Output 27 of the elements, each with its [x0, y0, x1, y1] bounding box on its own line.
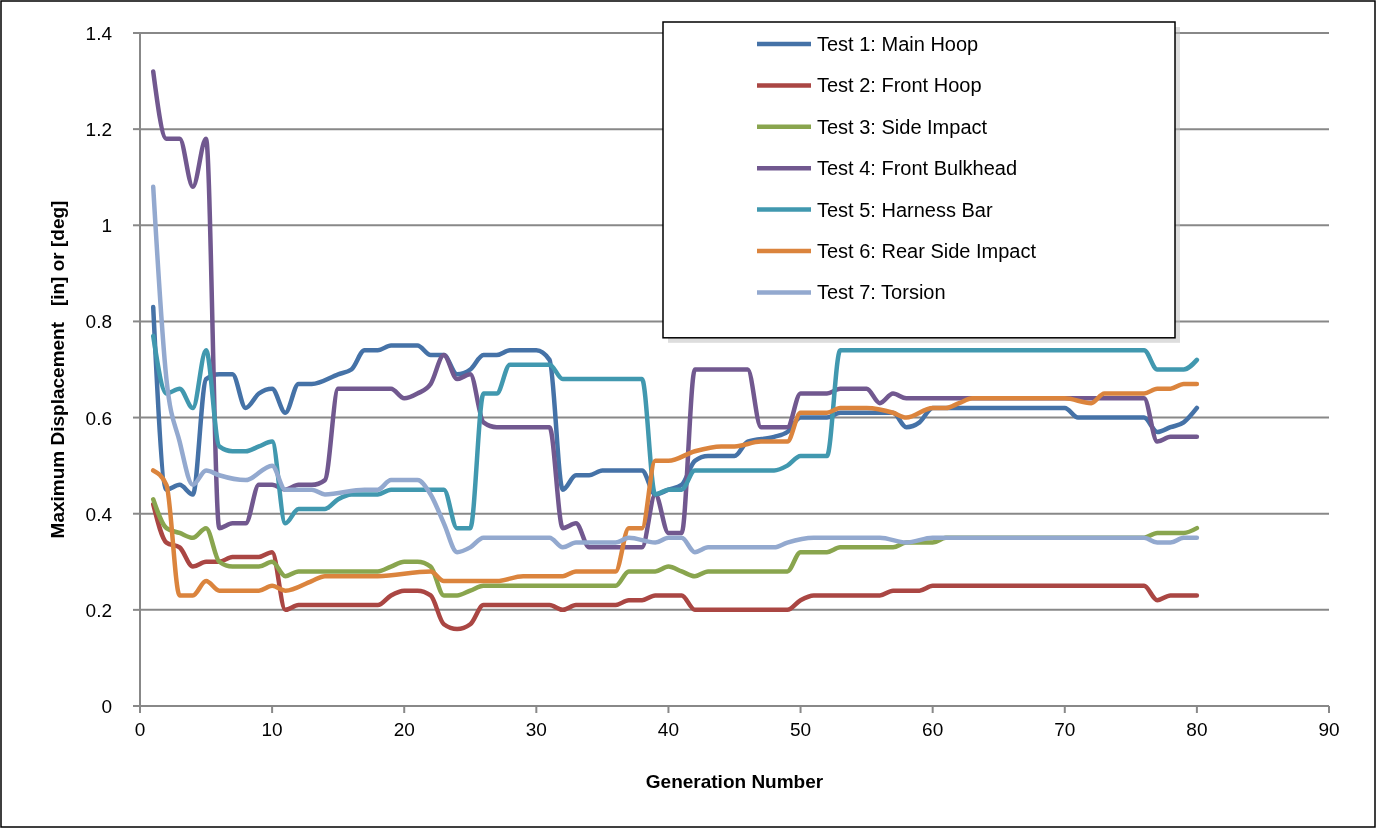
y-tick-label: 1.2: [85, 119, 112, 141]
x-tick-label: 30: [525, 719, 547, 740]
x-tick-label: 70: [1054, 719, 1076, 740]
y-axis-title: Maximum Displacement [in] or [deg]: [47, 200, 68, 539]
x-tick-label: 0: [134, 719, 146, 740]
x-tick-label: 20: [393, 719, 415, 740]
x-tick-label: 10: [261, 719, 283, 740]
y-tick-label: 1.4: [85, 23, 113, 44]
x-tick-label: 90: [1318, 719, 1340, 740]
x-tick-label: 60: [922, 719, 944, 740]
x-tick-label: 40: [657, 719, 680, 740]
x-axis-title: Generation Number: [645, 771, 824, 792]
y-tick-label: 0.6: [85, 407, 112, 429]
y-tick-label: 0.2: [85, 599, 112, 621]
x-tick-label: 80: [1186, 719, 1208, 740]
y-tick-label: 0.8: [85, 311, 112, 333]
y-tick-label: 0.4: [85, 503, 113, 525]
y-tick-label: 1: [101, 215, 112, 237]
legend-label: Test 5: Harness Bar: [817, 198, 993, 221]
legend-label: Test 3: Side Impact: [817, 115, 988, 138]
legend-label: Test 2: Front Hoop: [817, 74, 982, 97]
legend-label: Test 7: Torsion: [817, 281, 946, 304]
legend-label: Test 1: Main Hoop: [817, 33, 979, 55]
legend-label: Test 6: Rear Side Impact: [817, 240, 1037, 262]
x-tick-label: 50: [789, 719, 812, 740]
y-tick-label: 0: [101, 696, 112, 717]
legend-label: Test 4: Front Bulkhead: [817, 157, 1018, 180]
